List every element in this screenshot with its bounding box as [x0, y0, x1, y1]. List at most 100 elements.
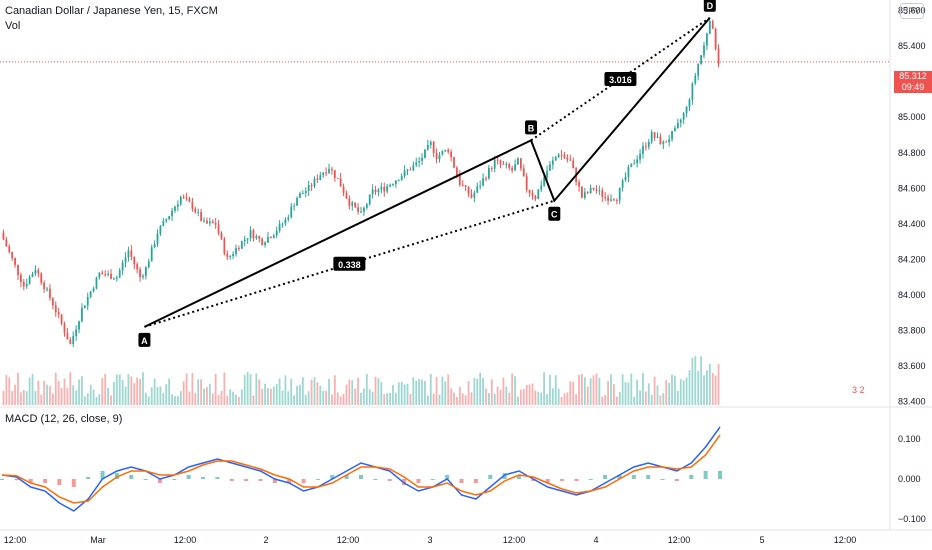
candle-body: [104, 274, 107, 276]
volume-bar: [714, 375, 717, 405]
candle-body: [226, 253, 229, 258]
candle-body: [676, 122, 679, 129]
volume-bar: [464, 395, 467, 405]
macd-histogram-bar: [445, 475, 450, 479]
candle-body: [453, 157, 455, 168]
volume-bar: [153, 378, 156, 405]
volume-bar: [691, 357, 694, 405]
candle-body: [435, 152, 438, 160]
candle-body: [365, 204, 368, 208]
candle-body: [11, 252, 14, 259]
candle-body: [92, 288, 95, 292]
volume-bar: [589, 378, 592, 405]
candle-body: [203, 220, 205, 222]
macd-histogram-bar: [631, 475, 636, 479]
candle-body: [284, 219, 287, 224]
macd-histogram-bar: [14, 479, 19, 481]
time-tick-label: 12:00: [4, 535, 27, 545]
candle-body: [528, 189, 531, 193]
candle-body: [514, 164, 516, 171]
volume-bar: [147, 396, 150, 405]
volume-bar: [139, 378, 141, 405]
volume-bar: [191, 372, 194, 405]
candle-body: [517, 158, 519, 165]
volume-bar: [220, 390, 223, 405]
volume-bar: [708, 363, 711, 405]
pattern-legs: [144, 17, 711, 328]
volume-bar: [217, 394, 220, 405]
candle-body: [374, 189, 377, 193]
macd-histogram-bar: [129, 475, 134, 479]
candle-body: [223, 238, 226, 254]
macd-histogram-bar: [157, 479, 162, 483]
volume-bar: [671, 374, 673, 405]
volume-bar: [374, 376, 377, 405]
candle-body: [121, 262, 124, 271]
volume-bar: [322, 391, 325, 405]
volume-bar: [331, 394, 333, 405]
volume-bar: [223, 372, 226, 405]
candle-body: [581, 186, 583, 198]
macd-histogram-bar: [502, 473, 507, 479]
candle-body: [665, 141, 668, 143]
volume-bar: [400, 381, 403, 405]
candle-body: [371, 189, 374, 195]
macd-histogram-bar: [287, 479, 292, 483]
macd-histogram-bar: [28, 479, 33, 483]
macd-histogram-bar: [86, 477, 91, 479]
candle-body: [612, 199, 615, 201]
volume-bar: [14, 384, 16, 405]
volume-bar: [37, 380, 40, 405]
volume-bar: [467, 380, 470, 405]
volume-bar: [540, 392, 543, 405]
candle-body: [624, 176, 627, 181]
volume-bar: [136, 377, 139, 405]
macd-histogram-bar: [330, 475, 335, 479]
candle-body: [598, 190, 601, 192]
volume-bar: [447, 374, 450, 405]
volume-bar: [342, 394, 345, 405]
volume-bar: [72, 385, 75, 405]
volume-bar: [336, 392, 339, 405]
volume-bar: [682, 380, 685, 405]
volume-bar: [31, 373, 34, 405]
candle-body: [502, 163, 505, 165]
candle-body: [46, 288, 48, 290]
candle-body: [432, 141, 435, 153]
volume-bar: [392, 384, 394, 405]
candle-body: [69, 339, 72, 344]
macd-histogram-bar: [516, 475, 521, 479]
candle-body: [147, 261, 150, 268]
candle-body: [322, 172, 325, 176]
candle-body: [697, 63, 700, 76]
candle-body: [601, 190, 604, 197]
volume-bar: [537, 391, 540, 405]
macd-histogram-bar: [531, 479, 536, 481]
candle-body: [708, 21, 711, 34]
candle-body: [115, 277, 118, 279]
pattern-point-box: [703, 0, 716, 12]
volume-bar: [435, 376, 438, 405]
candle-body: [668, 139, 671, 143]
volume-bar: [377, 378, 380, 405]
volume-bar: [598, 377, 601, 405]
macd-histogram-bar: [143, 479, 148, 480]
macd-histogram-bar: [387, 479, 392, 481]
candle-body: [86, 296, 89, 306]
macd-histogram-bar: [430, 479, 435, 480]
volume-bar: [647, 383, 650, 405]
volume-bar: [610, 374, 612, 405]
candle-body: [639, 153, 641, 160]
candle-body: [447, 149, 450, 152]
time-tick-label: 4: [593, 535, 598, 545]
currency-button[interactable]: JPY: [900, 3, 924, 19]
candle-body: [95, 277, 98, 289]
macd-histogram-bar: [560, 479, 565, 481]
volume-bar: [554, 375, 557, 405]
volume-bar: [118, 374, 121, 405]
volume-bar: [627, 382, 630, 405]
candle-body: [415, 162, 418, 166]
volume-bar: [22, 389, 25, 405]
candle-body: [78, 321, 80, 330]
